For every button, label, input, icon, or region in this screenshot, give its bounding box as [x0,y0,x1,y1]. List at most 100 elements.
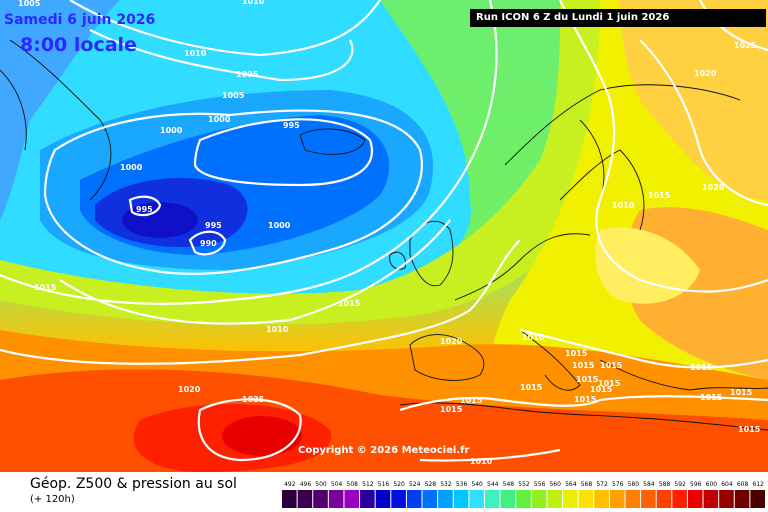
forecast-time: 8:00 locale [20,34,137,56]
zone-blue-core [122,202,198,238]
isobar-1015-balkan-a: 1015 [598,379,621,388]
scale-swatch [625,490,641,508]
isobar-1015-med-b: 1015 [440,405,463,414]
scale-label: 552 [518,481,530,488]
scale-swatch [516,490,531,508]
isobar-1005-a: 1005 [236,70,259,79]
scale-label: 596 [690,481,702,488]
zone-pale-yellow [595,227,700,304]
isobar-1025-ring [197,398,302,462]
scale-swatch [687,490,703,508]
scale-label: 512 [362,481,374,488]
isobar-1015-balkan-b: 1015 [600,361,623,370]
scale-swatch [344,490,360,508]
isobar-1000-b: 1000 [208,115,231,124]
scale-label: 492 [284,481,296,488]
scale-label: 584 [643,481,655,488]
scale-label: 580 [628,481,640,488]
isobar-1005-b: 1005 [222,91,245,100]
scale-swatch [734,490,750,508]
isobar-1015-greece: 1015 [574,395,597,404]
scale-label: 500 [315,481,327,488]
isobar-label-top: 1010 [242,0,265,6]
scale-swatch [703,490,719,508]
isobar-1015-italy-d: 1015 [590,385,613,394]
isobar-1020-east-line [559,0,768,293]
scale-swatch [656,490,672,508]
zone-lightorange-ne [620,0,768,200]
coast-europe [409,233,768,391]
isobar-1010-south-line [419,448,561,462]
scale-swatch [750,490,765,508]
scale-label: 608 [737,481,749,488]
isobar-1015-italy-b: 1015 [572,361,595,370]
isobar-1015-italy-c: 1015 [576,375,599,384]
color-scale: 492 496 500 504 508 512 516 520 524 528 532 536 540 5… [282,481,765,508]
scale-swatch [609,490,625,508]
isobar-1005-line [89,29,354,82]
coast-africa [399,402,768,431]
forecast-date: Samedi 6 juin 2026 [4,12,156,28]
scale-label: 528 [425,481,437,488]
isobar-1020-north: 1020 [694,69,717,78]
scale-label: 604 [721,481,733,488]
scale-swatch [594,490,609,508]
scale-swatch [531,490,547,508]
isobar-1025-azores: 1025 [242,395,265,404]
isobar-1000-a: 1000 [160,126,183,135]
coast-britain [389,220,454,287]
isobar-1015-east: 1015 [690,363,713,372]
isobar-1025-ne: 1025 [734,41,757,50]
scale-swatch [453,490,469,508]
scale-label: 564 [565,481,577,488]
isobar-1015-line [0,0,498,305]
scale-label: 568 [581,481,593,488]
scale-swatch [672,490,687,508]
zone-yellowgreen [0,0,607,325]
scale-swatch [422,490,438,508]
scale-label: 588 [659,481,671,488]
coast-greenland [0,39,112,201]
isobar-1000-c: 1000 [120,163,143,172]
scale-swatch [297,490,313,508]
scale-swatch [375,490,391,508]
scale-label: 600 [706,481,718,488]
isobar-1010-south: 1010 [470,457,493,466]
isobar-1015-east-line [519,328,768,369]
isobar-1015-med-a: 1015 [460,396,483,405]
coastlines [0,39,768,431]
scale-swatch [328,490,344,508]
isobar-1015-scand: 1015 [648,191,671,200]
isobar-1020-line [0,239,521,365]
isobar-label-layer: 1010 1005 1005 1000 1000 1000 995 995 995 990 1000… [18,0,761,466]
scale-swatch [438,490,453,508]
isobar-1015-south-line [399,395,768,412]
isobar-1010-mid: 1010 [266,325,289,334]
isobar-1000-ring [43,109,423,276]
scale-label: 556 [534,481,546,488]
isobar-995-iceland: 995 [283,121,300,130]
scale-swatch [406,490,422,508]
scale-swatch [500,490,516,508]
scale-label: 520 [393,481,405,488]
coast-iceland [299,128,366,155]
scale-label: 504 [331,481,343,488]
isobar-995-c: 995 [205,221,222,230]
isobar-1020-ne-line [639,39,768,207]
scale-label: 516 [378,481,390,488]
scale-label: 560 [549,481,561,488]
isobar-1020-west: 1020 [178,385,201,394]
scale-label: 508 [347,481,359,488]
scale-swatch [469,490,484,508]
isobar-1010-scand: 1010 [612,201,635,210]
scale-swatch [563,490,578,508]
isobar-995-low-ring [128,195,162,217]
isobar-1015-se2: 1015 [738,425,761,434]
isobar-1010-greenland: 1010 [184,49,207,58]
scale-label: 544 [487,481,499,488]
isobar-1015-italy-a: 1015 [565,349,588,358]
isobar-990-ring [188,230,227,256]
scale-label: 532 [440,481,452,488]
scale-label: 572 [596,481,608,488]
scale-label: 496 [300,481,312,488]
